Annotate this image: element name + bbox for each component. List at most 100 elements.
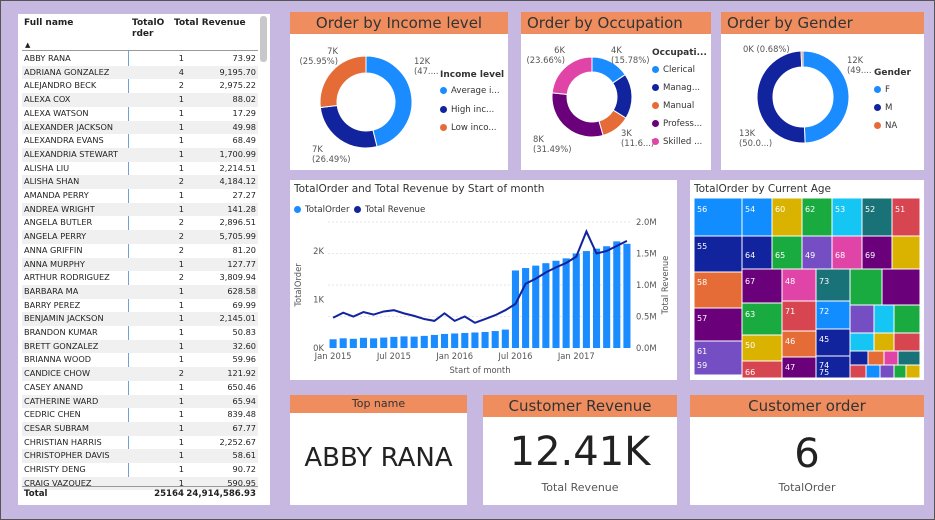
- table-row[interactable]: CANDICE CHOW 2 121.92: [22, 367, 258, 381]
- order-bar[interactable]: [592, 248, 601, 348]
- order-bar[interactable]: [603, 246, 611, 348]
- income-legend-high[interactable]: High inc...: [440, 105, 494, 115]
- treemap-cell[interactable]: [831, 198, 863, 237]
- combo-legend-revenue[interactable]: Total Revenue: [354, 205, 425, 215]
- treemap-cell[interactable]: [849, 332, 875, 352]
- treemap-chart[interactable]: 56 55 58 57 61 59 54 60 62 53 52 51 64 65 49 68 69 67 63 50…: [694, 198, 920, 378]
- treemap-cell[interactable]: [883, 350, 899, 366]
- donut-slice-na[interactable]: [800, 50, 804, 68]
- occupation-legend-clerical[interactable]: Clerical: [652, 65, 695, 75]
- table-row[interactable]: ALEXANDRIA STEWART 1 1,700.99: [22, 147, 258, 162]
- table-row[interactable]: CEDRIC CHEN 1 839.48: [22, 408, 258, 422]
- treemap-cell[interactable]: [801, 198, 833, 237]
- treemap-cell[interactable]: [815, 268, 851, 302]
- order-bar[interactable]: [359, 337, 368, 348]
- income-donut[interactable]: [310, 46, 422, 158]
- donut-slice-f[interactable]: [802, 50, 850, 144]
- header-full-name[interactable]: Full name: [24, 18, 74, 28]
- table-row[interactable]: ANNA GRIFFIN 2 81.20: [22, 244, 258, 258]
- order-bar[interactable]: [329, 339, 337, 348]
- order-bar[interactable]: [339, 338, 347, 348]
- gender-legend-m[interactable]: M: [874, 103, 892, 113]
- order-bar[interactable]: [461, 332, 469, 348]
- table-row[interactable]: ANNA MURPHY 1 127.77: [22, 257, 258, 272]
- table-row[interactable]: ANDREA WRIGHT 1 141.28: [22, 202, 258, 217]
- order-bar[interactable]: [582, 251, 590, 348]
- table-row[interactable]: BRANDON KUMAR 1 50.83: [22, 326, 258, 340]
- order-bar[interactable]: [522, 268, 530, 348]
- table-row[interactable]: ALISHA SHAN 2 4,184.12: [22, 175, 258, 189]
- combo-legend-order[interactable]: TotalOrder: [294, 205, 350, 215]
- treemap-cell[interactable]: [694, 198, 743, 237]
- gender-legend-na[interactable]: NA: [874, 121, 897, 131]
- occupation-donut[interactable]: [547, 52, 637, 142]
- treemap-cell[interactable]: [741, 235, 773, 270]
- order-bar[interactable]: [481, 332, 489, 348]
- income-legend-average[interactable]: Average i...: [440, 86, 500, 96]
- order-bar[interactable]: [491, 331, 499, 348]
- order-bar[interactable]: [390, 336, 398, 348]
- order-bar[interactable]: [430, 334, 438, 348]
- table-row[interactable]: ALISHA LIU 1 2,214.51: [22, 162, 258, 176]
- table-row[interactable]: AMANDA PERRY 1 27.27: [22, 189, 258, 203]
- occupation-legend-manual[interactable]: Manual: [652, 101, 694, 111]
- header-total-order[interactable]: TotalO rder: [132, 18, 165, 39]
- header-total-revenue[interactable]: Total Revenue: [174, 18, 246, 28]
- table-row[interactable]: CATHERINE WARD 1 65.94: [22, 394, 258, 409]
- order-bar[interactable]: [542, 263, 550, 348]
- treemap-cell[interactable]: [881, 268, 920, 306]
- table-row[interactable]: CHRISTOPHER DAVIS 1 58.61: [22, 449, 258, 463]
- treemap-cell[interactable]: [865, 364, 881, 378]
- order-bar[interactable]: [349, 338, 357, 348]
- gender-donut[interactable]: [753, 47, 853, 147]
- treemap-cell[interactable]: [861, 198, 893, 237]
- table-row[interactable]: ALEXANDRA EVANS 1 68.49: [22, 134, 258, 148]
- order-bar[interactable]: [440, 333, 449, 348]
- treemap-cell[interactable]: [694, 340, 743, 376]
- table-row[interactable]: CASEY ANAND 1 650.46: [22, 381, 258, 395]
- order-bar[interactable]: [471, 332, 479, 348]
- treemap-cell[interactable]: [905, 364, 920, 378]
- treemap-cell[interactable]: [891, 198, 920, 237]
- table-row[interactable]: ARTHUR RODRIGUEZ 2 3,809.94: [22, 271, 258, 285]
- order-bar[interactable]: [420, 335, 428, 348]
- treemap-cell[interactable]: [873, 332, 895, 352]
- sort-up-icon[interactable]: ▲: [25, 41, 31, 49]
- table-row[interactable]: ANGELA PERRY 2 5,705.99: [22, 230, 258, 244]
- table-row[interactable]: ALEXA COX 1 88.02: [22, 93, 258, 107]
- order-bar[interactable]: [552, 260, 560, 348]
- table-row[interactable]: ADRIANA GONZALEZ 4 9,195.70: [22, 65, 258, 80]
- table-row[interactable]: CHRISTIAN HARRIS 1 2,252.67: [22, 436, 258, 450]
- order-bar[interactable]: [613, 241, 621, 348]
- treemap-cell[interactable]: [849, 350, 869, 366]
- table-row[interactable]: ABBY RANA 1 73.92: [22, 52, 258, 66]
- treemap-cell[interactable]: [867, 350, 885, 366]
- table-row[interactable]: ANGELA BUTLER 2 2,896.51: [22, 216, 258, 230]
- treemap-cell[interactable]: [897, 350, 920, 366]
- order-bar[interactable]: [562, 258, 570, 348]
- customer-table[interactable]: Full name TotalO rder Total Revenue ▲ AB…: [18, 14, 270, 505]
- treemap-cell[interactable]: [815, 300, 851, 330]
- gender-legend-f[interactable]: F: [874, 85, 890, 95]
- income-legend-low[interactable]: Low inco...: [440, 123, 497, 133]
- table-row[interactable]: BENJAMIN JACKSON 1 2,145.01: [22, 312, 258, 326]
- table-row[interactable]: BRIANNA WOOD 1 59.96: [22, 353, 258, 367]
- combo-chart[interactable]: 0K 1K 2K 0.0M 0.5M 1.0M 1.5M 2.0M Jan 2015 Jul 20…: [290, 180, 677, 380]
- treemap-cell[interactable]: [771, 198, 803, 237]
- donut-slice-high-income[interactable]: [319, 104, 378, 149]
- donut-slice-low-income[interactable]: [319, 55, 367, 109]
- treemap-cell[interactable]: [741, 302, 783, 336]
- order-bar[interactable]: [501, 329, 509, 348]
- donut-slice-professional[interactable]: [551, 92, 604, 138]
- occupation-legend-skilled[interactable]: Skilled ...: [652, 137, 702, 147]
- revenue-line[interactable]: [332, 228, 628, 324]
- treemap-cell[interactable]: [849, 364, 867, 378]
- table-row[interactable]: BRETT GONZALEZ 1 32.60: [22, 339, 258, 354]
- treemap-cell[interactable]: [873, 304, 895, 334]
- table-row[interactable]: BARBARA MA 1 628.58: [22, 284, 258, 299]
- treemap-cell[interactable]: [781, 300, 817, 332]
- order-bar[interactable]: [410, 336, 418, 348]
- table-row[interactable]: CESAR SUBRAM 1 67.77: [22, 421, 258, 436]
- treemap-cell[interactable]: [694, 271, 743, 309]
- treemap-cell[interactable]: [741, 268, 783, 304]
